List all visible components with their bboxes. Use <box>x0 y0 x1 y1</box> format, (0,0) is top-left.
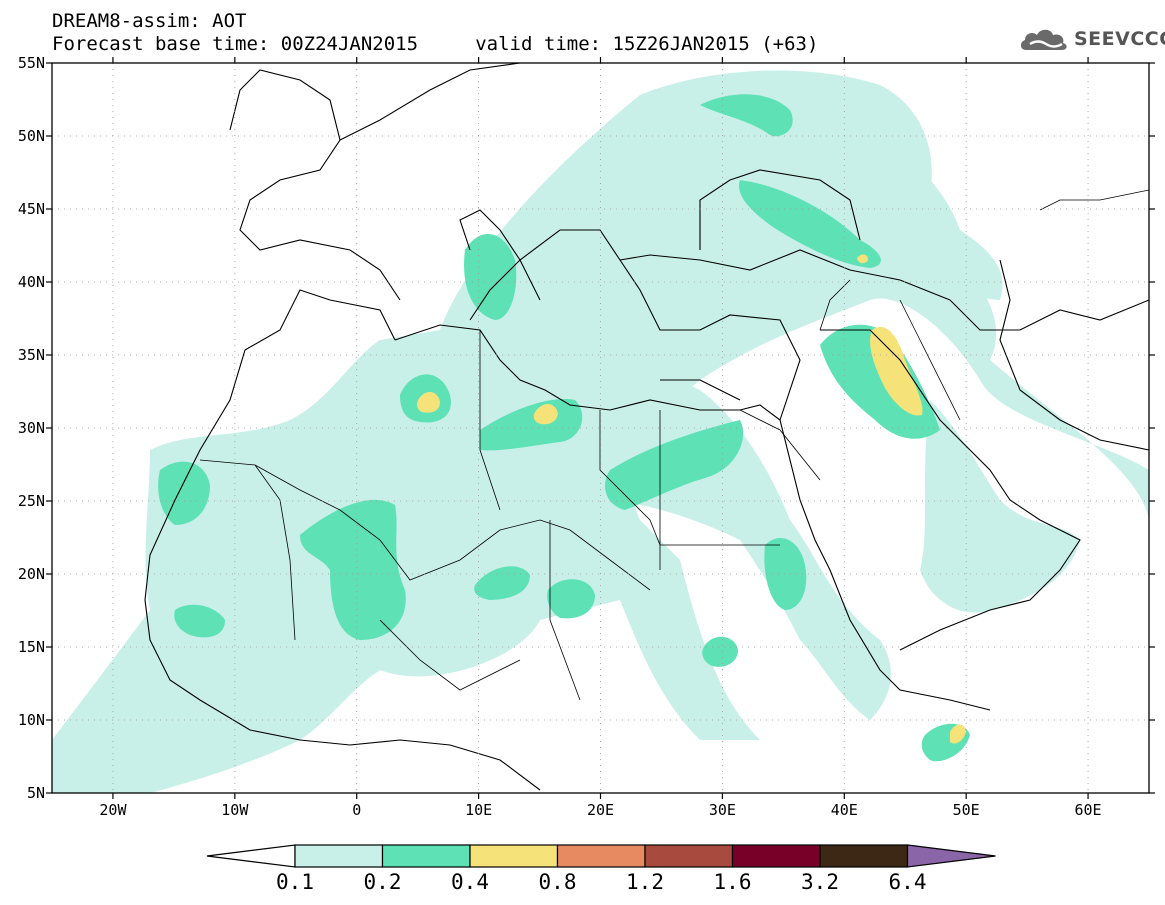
aot-field <box>52 70 1149 793</box>
aot-colorbar: 0.1 0.2 0.4 0.8 1.2 1.6 3.2 6.4 <box>206 844 996 894</box>
colorbar-label: 0.2 <box>364 870 402 894</box>
colorbar-segment <box>556 844 646 868</box>
colorbar-under-triangle <box>206 844 296 868</box>
colorbar-segment <box>294 844 384 868</box>
lat-label: 25N <box>18 492 45 510</box>
lat-label: 15N <box>18 638 45 656</box>
forecast-times: Forecast base time: 00Z24JAN2015 valid t… <box>52 33 819 55</box>
lat-label: 40N <box>18 273 45 291</box>
lat-label: 45N <box>18 200 45 218</box>
lon-label: 10E <box>465 801 492 819</box>
axis-ticks <box>46 57 1155 799</box>
colorbar-segment <box>731 844 821 868</box>
lon-label: 30E <box>709 801 736 819</box>
map-title: DREAM8-assim: AOT <box>52 10 247 32</box>
lon-label: 50E <box>953 801 980 819</box>
latitude-labels: 55N 50N 45N 40N 35N 30N 25N 20N 15N 10N 5N <box>18 54 45 802</box>
colorbar-label: 0.4 <box>451 870 489 894</box>
colorbar-label: 1.2 <box>626 870 664 894</box>
lon-label: 40E <box>831 801 858 819</box>
lat-label: 20N <box>18 565 45 583</box>
longitude-labels: 20W 10W 0 10E 20E 30E 40E 50E 60E <box>99 801 1101 819</box>
lat-label: 35N <box>18 346 45 364</box>
colorbar-label: 3.2 <box>801 870 839 894</box>
aot-level-0.4 <box>417 254 966 744</box>
colorbar-segment <box>381 844 471 868</box>
colorbar-over-triangle <box>906 844 996 868</box>
aot-level-0.1 <box>52 70 1149 793</box>
lat-label: 50N <box>18 127 45 145</box>
lat-label: 10N <box>18 711 45 729</box>
seevccc-logo: SEEVCCC <box>1018 24 1165 54</box>
lat-label: 5N <box>27 784 45 802</box>
lat-label: 55N <box>18 54 45 72</box>
lon-label: 20E <box>587 801 614 819</box>
colorbar-segment <box>819 844 909 868</box>
colorbar-label: 1.6 <box>714 870 752 894</box>
colorbar-segment <box>469 844 559 868</box>
borders <box>199 189 1149 701</box>
colorbar-label: 6.4 <box>889 870 927 894</box>
coastlines <box>144 63 1149 791</box>
logo-text: SEEVCCC <box>1074 28 1165 50</box>
lon-label: 10W <box>221 801 249 819</box>
colorbar-label: 0.8 <box>539 870 577 894</box>
colorbar-segment <box>644 844 734 868</box>
cloud-logo-icon <box>1020 29 1067 50</box>
aot-level-0.2 <box>158 94 970 762</box>
colorbar-label: 0.1 <box>276 870 314 894</box>
lon-label: 60E <box>1075 801 1102 819</box>
lat-label: 30N <box>18 419 45 437</box>
lon-label: 20W <box>99 801 127 819</box>
lon-label: 0 <box>352 801 361 819</box>
